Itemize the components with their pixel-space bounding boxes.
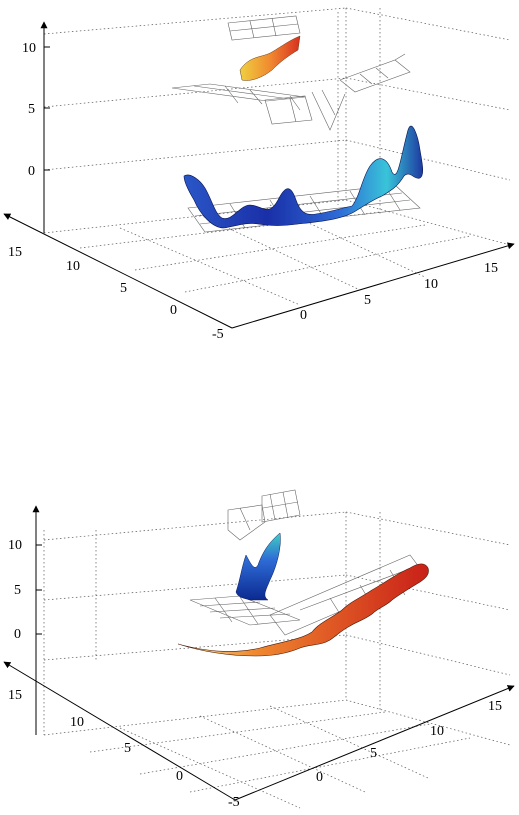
plot-2-z-tick: 10 [8,538,22,553]
plot-2-z-tick: 5 [14,583,21,598]
plot-1-upper-surface [239,35,301,81]
plot-2-tick-labels: 10 5 0 15 10 5 0 -5 0 5 10 15 [8,538,502,810]
plot-1: 10 5 0 15 10 5 0 -5 0 5 10 15 [3,7,515,342]
plot-2-x-tick: 5 [124,741,131,756]
plot-2-x-axis [3,661,236,801]
plot-1-x-tick: 5 [120,281,127,296]
plot-1-upper-mesh [171,15,411,131]
plot-1-y-tick: 10 [424,277,438,292]
plot-2-upper-mesh [189,489,426,636]
plot-2-main-surface [177,563,429,657]
plot-2-x-tick: 10 [70,715,84,730]
plot-2-tick-marks [36,544,42,635]
plot-1-x-tick: -5 [212,327,224,342]
plot-2-x-tick: 15 [8,688,22,703]
plot-1-z-tick: 10 [22,41,36,56]
plot-2-y-tick: 10 [430,724,444,739]
plot-2-y-tick: 5 [370,746,377,761]
plot-1-main-surface [183,125,424,229]
plot-1-x-tick: 0 [170,303,177,318]
plot-2-upper-peak [235,532,281,601]
plot-2-y-axis [234,685,515,801]
plot-1-y-axis [231,242,515,329]
plot-1-z-tick: 0 [28,164,35,179]
plot-1-x-tick: 15 [8,245,22,260]
plot-1-y-tick: 5 [364,293,371,308]
plot-1-y-tick: 15 [484,261,498,276]
plot-1-tick-labels: 10 5 0 15 10 5 0 -5 0 5 10 15 [8,41,498,342]
plot-2-x-tick: -5 [228,795,240,810]
plot-2: 10 5 0 15 10 5 0 -5 0 5 10 15 [3,489,515,810]
plot-1-x-tick: 10 [66,259,80,274]
plot-2-y-tick: 15 [488,699,502,714]
plot-2-x-tick: 0 [176,769,183,784]
plot-1-tick-marks [44,46,50,171]
plot-1-y-tick: 0 [300,308,307,323]
plot-2-y-tick: 0 [316,770,323,785]
plot-1-z-tick: 5 [28,102,35,117]
plot-1-x-axis [3,213,233,329]
plot-2-z-tick: 0 [14,627,21,642]
